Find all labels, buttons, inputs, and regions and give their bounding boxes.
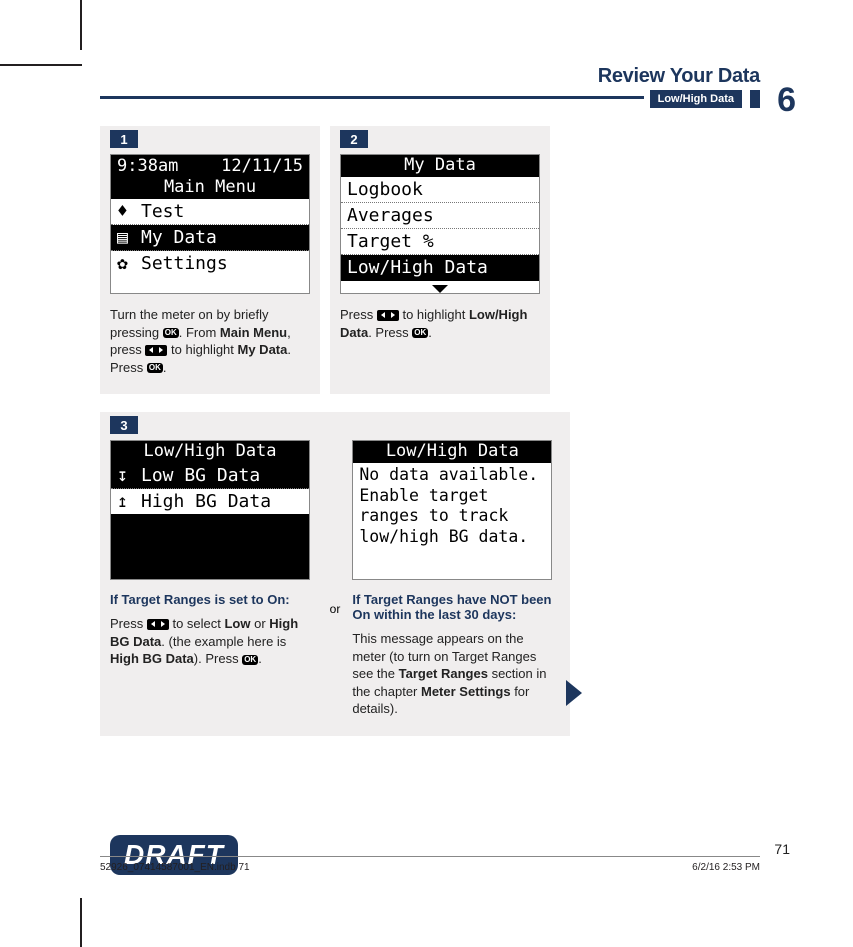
menu-label: Averages: [347, 205, 434, 226]
section-accent: [750, 90, 760, 108]
bold-text: Meter Settings: [421, 684, 511, 699]
crop-mark: [80, 898, 82, 947]
menu-row: Logbook: [341, 177, 539, 203]
screen-title: Low/High Data: [353, 441, 551, 463]
menu-row-test: ♦ Test: [111, 199, 309, 225]
step-3-right-instruction: This message appears on the meter (to tu…: [352, 630, 560, 718]
text: .: [428, 325, 432, 340]
ok-button-icon: OK: [163, 328, 179, 338]
menu-label: Test: [141, 201, 184, 222]
menu-label: Settings: [141, 253, 228, 274]
screen-title: Main Menu: [111, 177, 309, 199]
section-bar: Low/High Data: [100, 90, 760, 108]
screen-title: My Data: [341, 155, 539, 177]
text: . Press: [368, 325, 412, 340]
text: Press: [110, 616, 147, 631]
text: . (the example here is: [161, 634, 286, 649]
menu-label: High BG Data: [141, 491, 271, 512]
step-1-card: 1 9:38am 12/11/15 Main Menu ♦ Test ▤ My …: [100, 126, 320, 394]
bold-text: My Data: [238, 342, 288, 357]
text: or: [250, 616, 269, 631]
menu-label: My Data: [141, 227, 217, 248]
step-3-card: 3 Low/High Data ↧ Low BG Data ↥ High BG …: [100, 412, 570, 736]
meter-screen-lowhigh: Low/High Data ↧ Low BG Data ↥ High BG Da…: [110, 440, 310, 580]
drop-icon: ♦: [117, 201, 133, 222]
screen-title: Low/High Data: [111, 441, 309, 463]
bold-text: Target Ranges: [399, 666, 488, 681]
text: Press: [340, 307, 377, 322]
step-3-left-instruction: Press to select Low or High BG Data . (th…: [110, 615, 318, 668]
text: .: [258, 651, 262, 666]
direction-button-icon: [377, 310, 399, 321]
page-footer: 52926_07414587001_EN.indb 71 6/2/16 2:53…: [100, 862, 760, 873]
up-arrow-icon: ↥: [117, 491, 133, 512]
menu-label: Target %: [347, 231, 434, 252]
direction-button-icon: [145, 345, 167, 356]
or-label: or: [330, 602, 341, 616]
page-header: Review Your Data: [100, 65, 760, 88]
footer-right: 6/2/16 2:53 PM: [692, 862, 760, 873]
bold-text: Main Menu: [220, 325, 287, 340]
text: ). Press: [194, 651, 242, 666]
menu-row-settings: ✿ Settings: [111, 251, 309, 276]
step-3-right-column: Low/High Data No data available. Enable …: [352, 440, 560, 718]
step-3-right-heading: If Target Ranges have NOT been On within…: [352, 592, 560, 622]
bold-text: Low: [224, 616, 250, 631]
crop-mark: [0, 64, 82, 66]
step-1-instruction: Turn the meter on by briefly pressing OK…: [110, 306, 310, 376]
text: . From: [179, 325, 220, 340]
page-number: 71: [774, 841, 790, 857]
meter-screen-mydata: My Data Logbook Averages Target % Low/Hi…: [340, 154, 540, 294]
text: .: [163, 360, 167, 375]
section-rule: [100, 90, 644, 99]
menu-row-highbg: ↥ High BG Data: [111, 489, 309, 514]
gear-icon: ✿: [117, 253, 133, 274]
direction-button-icon: [147, 619, 169, 630]
menu-row: Averages: [341, 203, 539, 229]
text: to select: [169, 616, 225, 631]
bold-text: High BG Data: [110, 651, 194, 666]
step-3-left-heading: If Target Ranges is set to On:: [110, 592, 318, 607]
screen-empty-area: [111, 514, 309, 579]
ok-button-icon: OK: [412, 328, 428, 338]
chapter-title: Review Your Data: [100, 65, 760, 88]
step-2-instruction: Press to highlight Low/High Data. Press …: [340, 306, 540, 341]
ok-button-icon: OK: [242, 655, 258, 665]
ok-button-icon: OK: [147, 363, 163, 373]
menu-label: Logbook: [347, 179, 423, 200]
screen-date: 12/11/15: [221, 156, 303, 176]
step-2-card: 2 My Data Logbook Averages Target % Low/…: [330, 126, 550, 394]
step-number-tab: 1: [110, 130, 138, 148]
step-3-left-column: Low/High Data ↧ Low BG Data ↥ High BG Da…: [110, 440, 318, 668]
menu-label: Low BG Data: [141, 465, 260, 486]
menu-row-lowbg: ↧ Low BG Data: [111, 463, 309, 489]
meter-screen-nodata: Low/High Data No data available. Enable …: [352, 440, 552, 580]
chapter-number: 6: [777, 81, 796, 120]
menu-label: Low/High Data: [347, 257, 488, 278]
scroll-down-icon: [432, 285, 448, 293]
step-number-tab: 3: [110, 416, 138, 434]
footer-rule: [100, 856, 760, 857]
continue-arrow-icon: [566, 680, 582, 706]
section-label: Low/High Data: [650, 90, 742, 108]
doc-icon: ▤: [117, 227, 133, 248]
screen-message: No data available. Enable target ranges …: [353, 463, 551, 550]
crop-mark: [80, 0, 82, 50]
down-arrow-icon: ↧: [117, 465, 133, 486]
footer-left: 52926_07414587001_EN.indb 71: [100, 862, 250, 873]
step-number-tab: 2: [340, 130, 368, 148]
menu-row-mydata: ▤ My Data: [111, 225, 309, 251]
meter-screen-main-menu: 9:38am 12/11/15 Main Menu ♦ Test ▤ My Da…: [110, 154, 310, 294]
menu-row-lowhigh: Low/High Data: [341, 255, 539, 281]
text: to highlight: [167, 342, 237, 357]
menu-row: Target %: [341, 229, 539, 255]
screen-time: 9:38am: [117, 156, 178, 176]
text: to highlight: [399, 307, 469, 322]
